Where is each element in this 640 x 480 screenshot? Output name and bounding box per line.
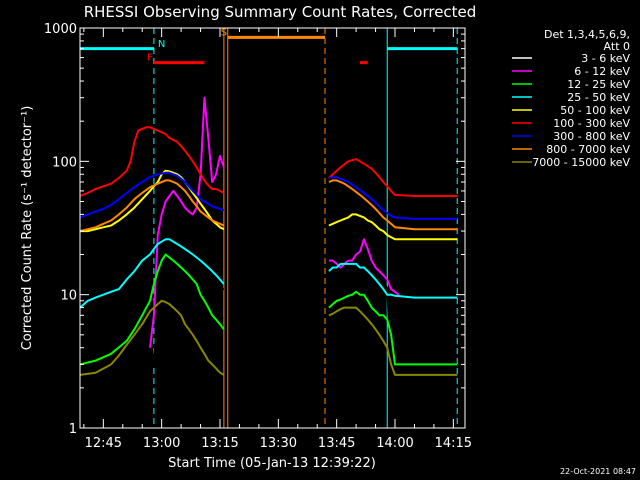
x-tick-label: 12:45 (85, 436, 122, 451)
legend-entry-label: 300 - 800 keV (553, 130, 630, 143)
generation-timestamp: 22-Oct-2021 08:47 (560, 467, 636, 476)
y-axis-label: Corrected Count Rate (s⁻¹ detector⁻¹) (20, 106, 35, 351)
flag-bar-label: S (221, 27, 227, 38)
series-line (80, 126, 458, 197)
legend-entry-label: 3 - 6 keV (581, 52, 630, 65)
series-line (80, 169, 458, 241)
series-line (80, 171, 458, 220)
x-tick-label: 13:00 (143, 436, 180, 451)
y-tick-label: 1 (69, 422, 77, 437)
legend-entry-label: 100 - 300 keV (553, 117, 630, 130)
y-tick-label: 100 (52, 155, 77, 170)
y-tick-label: 10 (60, 289, 77, 304)
legend-header: Att 0 (604, 40, 630, 53)
series-lines (80, 96, 458, 418)
flag-bars: N S F (80, 27, 458, 65)
series-line (149, 96, 400, 348)
y-tick-label: 1000 (44, 22, 77, 37)
y-axis: 1 10 100 1000 (44, 22, 465, 437)
series-line (80, 238, 458, 309)
legend-entry-label: 800 - 7000 keV (546, 143, 630, 156)
flag-bar-label: F (147, 53, 153, 64)
series-line (152, 226, 400, 418)
x-axis: 12:45 13:00 13:15 13:30 13:45 14:00 14:15 (83, 28, 472, 451)
x-tick-label: 13:30 (260, 436, 297, 451)
series-line (80, 179, 458, 233)
x-tick-label: 14:00 (376, 436, 413, 451)
legend-entry-label: 12 - 25 keV (567, 78, 630, 91)
legend-entry-label: 6 - 12 keV (574, 65, 630, 78)
plot-frame (79, 27, 466, 429)
x-axis-label: Start Time (05-Jan-13 12:39:22) (168, 456, 376, 471)
series-line (80, 253, 458, 366)
legend-entry-label: 7000 - 15000 keV (532, 156, 630, 169)
series-line (80, 299, 458, 376)
chart-title: RHESSI Observing Summary Count Rates, Co… (84, 3, 477, 21)
legend-header: Det 1,3,4,5,6,9, (544, 28, 630, 41)
x-tick-label: 13:15 (201, 436, 238, 451)
x-tick-label: 13:45 (318, 436, 355, 451)
legend-entry-label: 50 - 100 keV (560, 104, 630, 117)
flag-bar-label: N (158, 39, 165, 50)
legend-entry-label: 25 - 50 keV (567, 91, 630, 104)
x-tick-label: 14:15 (435, 436, 472, 451)
